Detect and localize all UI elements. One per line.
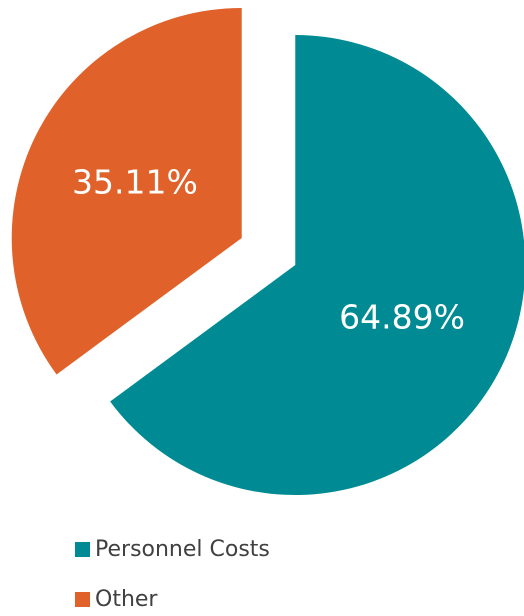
legend-swatch xyxy=(75,542,90,557)
legend-label: Personnel Costs xyxy=(95,537,270,562)
value-label: 35.11% xyxy=(72,163,198,202)
legend-label: Other xyxy=(95,587,158,612)
value-label: 64.89% xyxy=(339,297,465,336)
pie-slice xyxy=(11,7,242,375)
pie-slice xyxy=(110,35,524,496)
legend-swatch xyxy=(75,592,90,607)
